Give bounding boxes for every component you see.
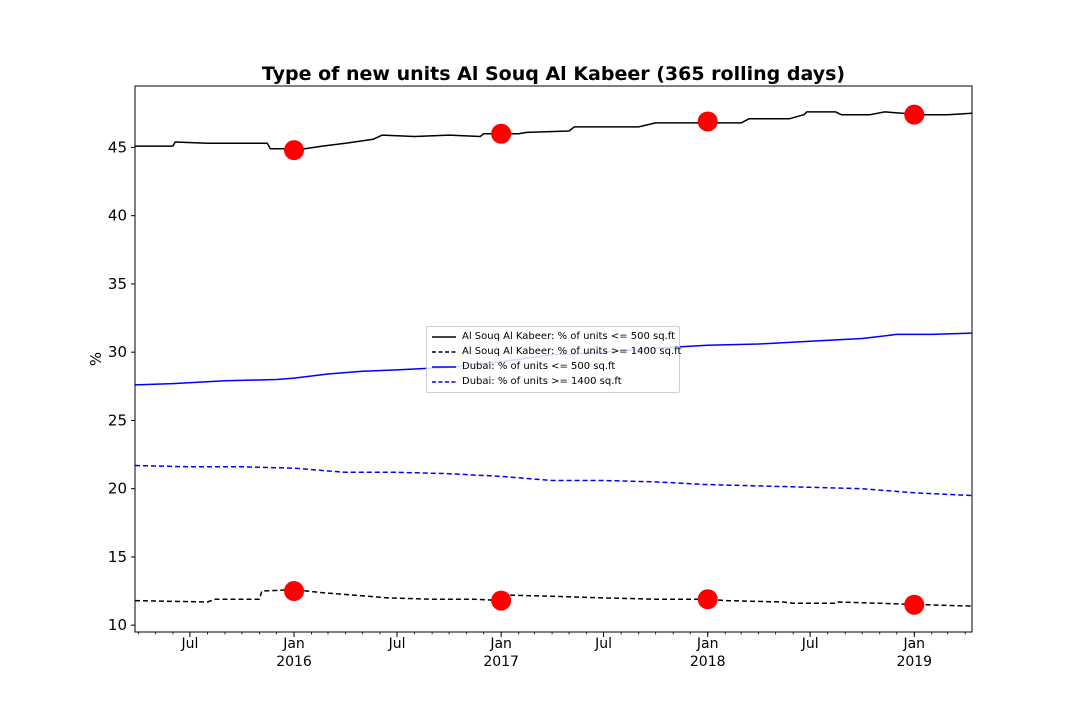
y-tick-label: 45	[108, 138, 127, 156]
highlight-marker	[697, 111, 718, 132]
legend-item: Dubai: % of units <= 500 sq.ft	[431, 359, 675, 374]
y-tick-label: 30	[108, 343, 127, 361]
series-line-4	[134, 464, 973, 497]
highlight-marker	[284, 581, 305, 602]
highlight-marker	[904, 104, 925, 125]
highlight-marker	[491, 590, 512, 611]
highlight-marker	[284, 140, 305, 161]
x-tick-year-label: 2017	[483, 654, 519, 670]
x-tick-label: Jan	[282, 636, 305, 652]
legend-swatch	[432, 365, 456, 368]
legend-label: Dubai: % of units >= 1400 sq.ft	[462, 376, 622, 387]
legend-swatch	[432, 335, 456, 338]
highlight-marker	[491, 123, 512, 144]
chart-title: Type of new units Al Souq Al Kabeer (365…	[262, 63, 845, 85]
legend-label: Dubai: % of units <= 500 sq.ft	[462, 361, 616, 372]
x-tick-label: Jan	[489, 636, 512, 652]
legend: Al Souq Al Kabeer: % of units <= 500 sq.…	[426, 326, 681, 393]
x-tick-year-label: 2018	[690, 654, 726, 670]
y-tick-label: 40	[108, 207, 127, 225]
series-line-2	[134, 588, 973, 607]
highlight-marker	[904, 594, 925, 615]
y-tick-label: 20	[108, 480, 127, 498]
y-tick-label: 15	[108, 548, 127, 566]
x-tick-label: Jul	[180, 636, 198, 652]
legend-label: Al Souq Al Kabeer: % of units >= 1400 sq…	[462, 346, 682, 357]
series-line-1	[135, 111, 973, 150]
legend-item: Al Souq Al Kabeer: % of units <= 500 sq.…	[431, 329, 675, 344]
x-tick-label: Jul	[388, 636, 406, 652]
y-tick-label: 10	[108, 616, 127, 634]
legend-label: Al Souq Al Kabeer: % of units <= 500 sq.…	[462, 331, 676, 342]
legend-item: Dubai: % of units >= 1400 sq.ft	[431, 374, 675, 389]
legend-swatch	[432, 380, 456, 383]
legend-item: Al Souq Al Kabeer: % of units >= 1400 sq…	[431, 344, 681, 359]
highlight-marker	[697, 589, 718, 610]
x-tick-label: Jan	[696, 636, 719, 652]
plot-frame	[134, 85, 973, 633]
x-tick-label: Jul	[594, 636, 612, 652]
legend-swatch	[432, 350, 456, 353]
y-tick-label: 35	[108, 275, 127, 293]
x-tick-label: Jul	[801, 636, 819, 652]
x-tick-label: Jan	[902, 636, 925, 652]
y-axis-label: %	[87, 352, 105, 366]
x-tick-year-label: 2019	[896, 654, 932, 670]
y-tick-label: 25	[108, 411, 127, 429]
x-tick-year-label: 2016	[276, 654, 312, 670]
